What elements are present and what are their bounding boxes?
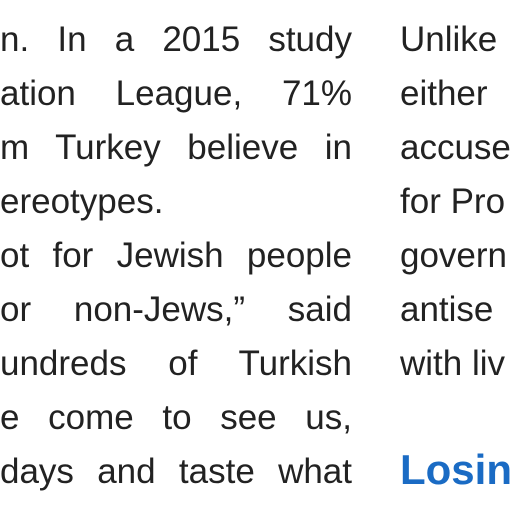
- text-line: ot for Jewish people: [0, 236, 352, 275]
- text-line: n. In a 2015 study: [0, 20, 352, 59]
- text-line: accuse: [400, 128, 511, 167]
- text-line: antise: [400, 290, 494, 329]
- text-line: m Turkey believe in: [0, 128, 352, 167]
- text-line: govern: [400, 236, 508, 275]
- section-heading: Losin: [400, 446, 512, 493]
- text-line: for Pro: [400, 182, 506, 221]
- text-line: e come to see us,: [0, 398, 352, 437]
- text-line: undreds of Turkish: [0, 344, 352, 383]
- text-line: or non-Jews,” said: [0, 290, 352, 329]
- text-line: Unlike: [400, 20, 498, 59]
- text-line: days and taste what: [0, 452, 352, 491]
- text-line: with liv: [400, 344, 506, 383]
- text-line: either: [400, 74, 488, 113]
- text-line: ereotypes.: [0, 182, 164, 221]
- text-line: ation League, 71%: [0, 74, 352, 113]
